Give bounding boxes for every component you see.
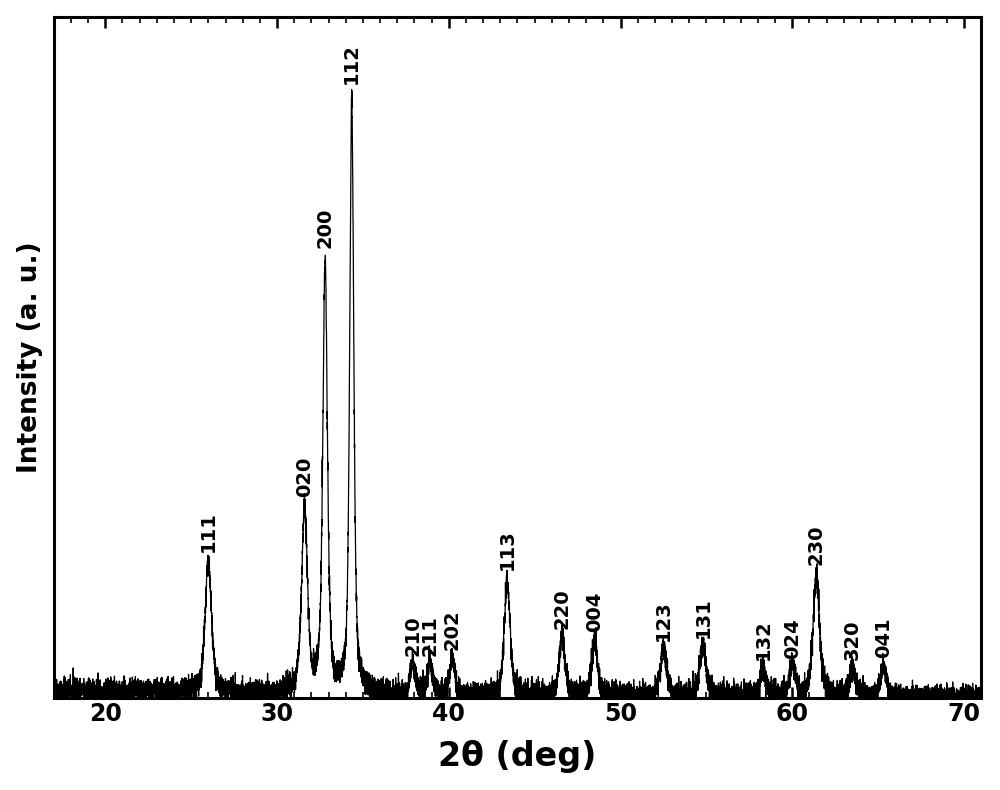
Text: 320: 320 [843,620,862,660]
X-axis label: 2θ (deg): 2θ (deg) [438,740,597,773]
Text: 020: 020 [295,457,314,497]
Text: 202: 202 [443,610,462,650]
Text: 041: 041 [874,618,893,658]
Text: 132: 132 [754,619,773,660]
Text: 112: 112 [342,43,361,84]
Text: 210: 210 [403,615,422,656]
Text: 220: 220 [553,589,572,629]
Text: 113: 113 [498,529,517,570]
Text: 123: 123 [654,600,673,641]
Text: 131: 131 [693,597,712,638]
Text: 004: 004 [585,592,604,632]
Text: 024: 024 [783,619,802,660]
Text: 111: 111 [199,511,218,551]
Y-axis label: Intensity (a. u.): Intensity (a. u.) [17,241,43,473]
Text: 200: 200 [316,207,335,248]
Text: 211: 211 [420,615,439,656]
Text: 230: 230 [807,525,826,565]
